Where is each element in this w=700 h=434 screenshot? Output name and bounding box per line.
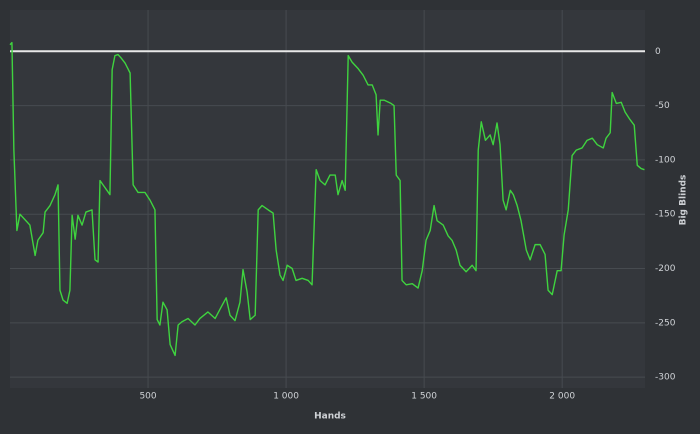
x-tick-label: 2 000 [549,392,575,402]
x-axis-label: Hands [314,412,346,422]
y-tick-label: -100 [655,155,676,165]
x-tick-label: 1 500 [411,392,437,402]
y-tick-label: 0 [655,47,661,57]
y-tick-label: -200 [655,264,676,274]
x-tick-label: 500 [139,392,156,402]
plot-area [10,10,645,388]
y-tick-label: -50 [655,101,670,111]
x-tick-label: 1 000 [273,392,299,402]
data-line [9,41,645,357]
y-tick-label: -300 [655,373,676,383]
y-tick-label: -150 [655,210,676,220]
y-tick-label: -250 [655,318,676,328]
y-axis-label: Big Blinds [679,175,689,226]
